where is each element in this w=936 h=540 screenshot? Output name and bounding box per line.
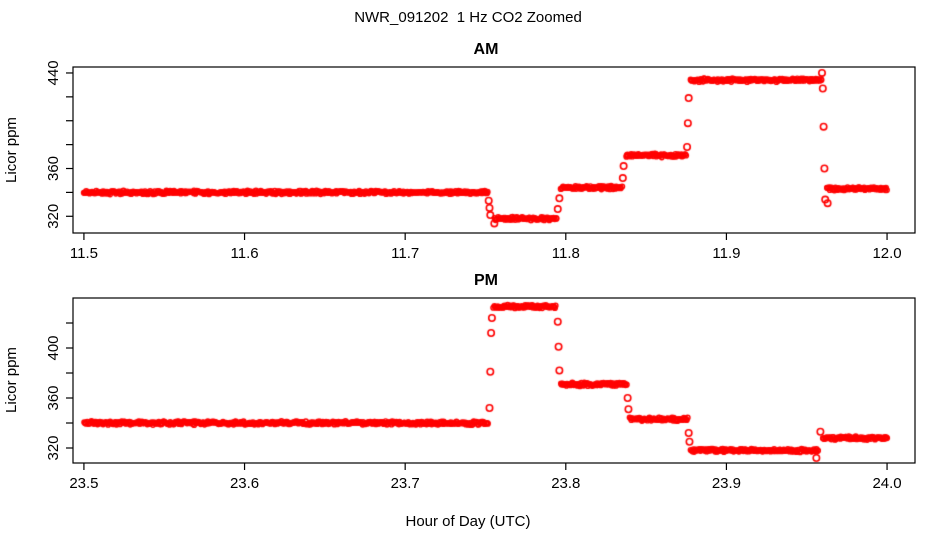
pm-y-axis-label: Licor ppm (3, 347, 20, 413)
am-panel-title: AM (473, 41, 499, 58)
figure-title: NWR_091202 1 Hz CO2 Zoomed (354, 9, 582, 26)
am-y-axis-label: Licor ppm (3, 117, 20, 183)
pm-panel-title: PM (474, 272, 498, 289)
x-axis-label: Hour of Day (UTC) (405, 513, 531, 530)
